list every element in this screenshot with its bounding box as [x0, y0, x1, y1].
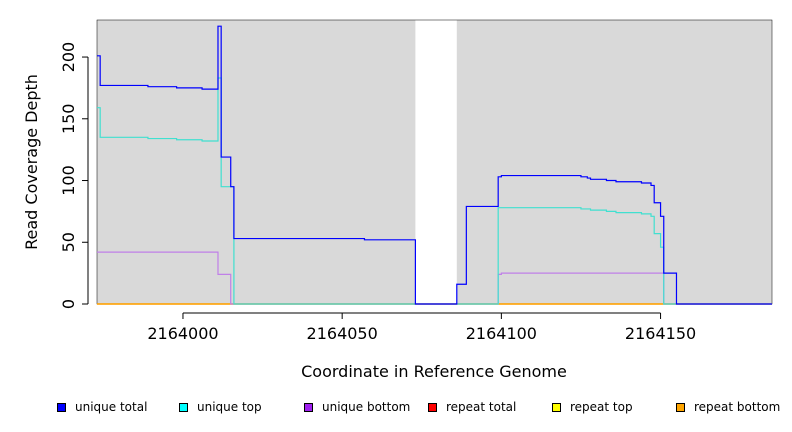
series-line-unique-top — [97, 77, 772, 305]
shaded-region-2 — [456, 20, 772, 304]
x-tick-label: 2164000 — [147, 324, 218, 343]
legend-item-unique-top: unique top — [179, 400, 262, 414]
y-tick-label: 200 — [59, 42, 78, 73]
legend-swatch-repeat-bottom — [676, 402, 685, 412]
x-tick-label: 2164050 — [307, 324, 378, 343]
x-tick-label: 2164100 — [466, 324, 537, 343]
legend-item-repeat-total: repeat total — [428, 400, 516, 414]
legend-item-unique-total: unique total — [57, 400, 147, 414]
legend: unique total unique top unique bottom re… — [0, 400, 792, 420]
y-axis-label: Read Coverage Depth — [22, 74, 41, 250]
x-axis-label: Coordinate in Reference Genome — [301, 362, 567, 381]
series-line-unique-total — [97, 25, 772, 305]
legend-swatch-unique-total — [57, 402, 66, 412]
y-tick-label: 150 — [59, 104, 78, 135]
y-tick-label: 0 — [59, 299, 78, 309]
legend-label-repeat-bottom: repeat bottom — [694, 400, 781, 414]
axis-layer: 0 50 100 150 200 2164000 2164050 2164100 2164150 — [59, 42, 696, 343]
y-tick-label: 50 — [59, 232, 78, 252]
legend-swatch-repeat-total — [428, 402, 437, 412]
y-tick-label: 100 — [59, 165, 78, 196]
legend-label-unique-bottom: unique bottom — [322, 400, 411, 414]
legend-label-unique-total: unique total — [75, 400, 148, 414]
legend-label-unique-top: unique top — [197, 400, 262, 414]
series-layer — [97, 25, 772, 305]
x-tick-label: 2164150 — [625, 324, 696, 343]
legend-item-repeat-bottom: repeat bottom — [676, 400, 780, 414]
legend-swatch-repeat-top — [552, 402, 561, 412]
legend-label-repeat-top: repeat top — [570, 400, 633, 414]
legend-swatch-unique-bottom — [304, 402, 313, 412]
legend-swatch-unique-top — [179, 402, 188, 412]
legend-item-unique-bottom: unique bottom — [304, 400, 410, 414]
coverage-chart: 0 50 100 150 200 2164000 2164050 2164100 2164150… — [22, 19, 773, 381]
legend-label-repeat-total: repeat total — [446, 400, 517, 414]
shaded-region-1 — [97, 20, 416, 304]
legend-item-repeat-top: repeat top — [552, 400, 633, 414]
shaded-region-layer — [97, 20, 772, 304]
